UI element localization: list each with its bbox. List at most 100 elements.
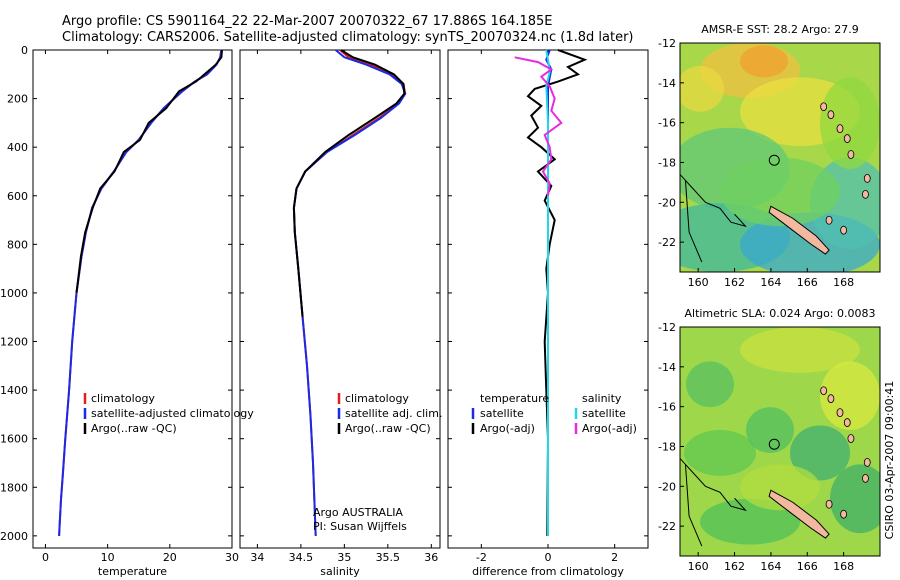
- island-shape: [768, 205, 830, 255]
- map-panel-1: 160 162 164 166 168 -12 -14 -16 -18 -20 -22 AMSR-E …: [658, 23, 881, 289]
- small-island: [843, 418, 851, 427]
- x-tick-label: 168: [833, 276, 854, 289]
- small-island: [862, 473, 869, 483]
- map-frame: [679, 42, 881, 273]
- y-tick-label: -16: [658, 401, 676, 414]
- small-island: [820, 386, 828, 396]
- small-island: [843, 134, 851, 143]
- x-tick-label: 162: [724, 560, 745, 573]
- argo-position-marker: [768, 154, 780, 166]
- small-island: [847, 434, 855, 443]
- legend-item: Argo(-adj): [480, 422, 535, 435]
- series-line-3: [292, 49, 406, 318]
- y-tick-label: 800: [7, 238, 28, 251]
- x-tick-label: 168: [833, 560, 854, 573]
- series-line-1: [292, 49, 407, 536]
- x-tick-label: 34: [250, 551, 264, 564]
- map-field: [680, 327, 880, 556]
- small-island: [827, 110, 835, 120]
- depth-contour: [684, 180, 703, 263]
- annotation-pi: PI: Susan Wijffels: [313, 520, 407, 533]
- x-tick-label: 164: [760, 560, 781, 573]
- y-tick-label: -12: [658, 321, 676, 334]
- figure-title-line2: Climatology: CARS2006. Satellite-adjuste…: [62, 30, 634, 45]
- depth-contour: [684, 464, 703, 547]
- map-panel-2: 160 162 164 166 168 -12 -14 -16 -18 -20 -22 Altimet…: [658, 307, 881, 573]
- legend-item: satellite adj. clim.: [345, 407, 442, 420]
- x-tick-label: 164: [760, 276, 781, 289]
- y-tick-label: 1200: [0, 336, 28, 349]
- small-island: [863, 174, 871, 183]
- color-patch: [700, 498, 800, 545]
- y-tick-label: 1800: [0, 481, 28, 494]
- small-island: [820, 102, 828, 112]
- y-tick-label: 1600: [0, 433, 28, 446]
- small-island: [840, 225, 848, 235]
- color-patch: [740, 464, 820, 511]
- x-tick-label: 10: [101, 551, 115, 564]
- y-tick-label: -16: [658, 117, 676, 130]
- depth-contour: [680, 174, 747, 228]
- y-tick-label: 1000: [0, 287, 28, 300]
- y-tick-label: -20: [658, 480, 676, 493]
- small-island: [825, 499, 833, 509]
- color-patch: [820, 77, 880, 169]
- y-tick-label: 2000: [0, 530, 28, 543]
- map-title: AMSR-E SST: 28.2 Argo: 27.9: [701, 23, 859, 36]
- x-tick-label: 162: [724, 276, 745, 289]
- series-line-2: [292, 49, 407, 536]
- color-patch: [686, 361, 734, 408]
- legend-item: climatology: [345, 392, 409, 405]
- color-patch: [790, 425, 850, 481]
- y-tick-label: 0: [21, 44, 28, 57]
- x-tick-label: -2: [476, 551, 487, 564]
- side-timestamp-label: CSIRO 03-Apr-2007 09:00:41: [883, 381, 896, 540]
- x-tick-label: 160: [688, 560, 709, 573]
- x-tick-label: 160: [688, 276, 709, 289]
- annotation-argo-australia: Argo AUSTRALIA: [313, 506, 403, 519]
- legend-panel-2: climatology satellite adj. clim. Argo(..ra…: [337, 392, 442, 435]
- legend-item: Argo(..raw -QC): [91, 422, 177, 435]
- color-patch: [740, 327, 860, 373]
- legend-item: satellite: [480, 407, 524, 420]
- x-tick-label: 20: [163, 551, 177, 564]
- legend-item: Argo(..raw -QC): [345, 422, 431, 435]
- small-island: [825, 215, 833, 225]
- small-island: [836, 124, 844, 134]
- depth-contour: [680, 458, 747, 512]
- island-shape: [768, 489, 830, 539]
- x-tick-label: 0: [42, 551, 49, 564]
- profile-panel-1: 0 10 20 30 0 200 400 600 800 1000 1200 1400 1600 1800…: [0, 44, 239, 578]
- small-island: [840, 509, 848, 519]
- map-field: [680, 43, 880, 272]
- y-tick-label: -20: [658, 196, 676, 209]
- color-patch: [680, 65, 724, 112]
- series-line-3: [75, 49, 223, 294]
- profile-panel-2: 34 34.5 35 35.5 36 salinity: [239, 49, 441, 578]
- y-tick-label: 600: [7, 190, 28, 203]
- y-tick-label: -18: [658, 440, 676, 453]
- small-island: [862, 189, 869, 199]
- legend-panel-1: climatology satellite-adjusted climatolog…: [83, 392, 254, 435]
- plot-frame: [32, 49, 233, 549]
- small-island: [863, 458, 871, 467]
- small-island: [847, 150, 855, 159]
- y-tick-label: 1400: [0, 384, 28, 397]
- x-tick-label: 34.5: [289, 551, 314, 564]
- series-line-3: [545, 49, 551, 536]
- color-patch: [684, 430, 756, 476]
- small-island: [836, 408, 844, 418]
- series-line-1: [58, 49, 223, 536]
- x-axis-label: salinity: [320, 565, 360, 578]
- legend-item: Argo(-adj): [582, 422, 637, 435]
- y-tick-label: -22: [658, 236, 676, 249]
- x-tick-label: 36: [424, 551, 438, 564]
- y-tick-label: -22: [658, 520, 676, 533]
- x-tick-label: 166: [797, 276, 818, 289]
- series-line-2: [526, 49, 588, 536]
- small-island: [827, 394, 835, 404]
- legend-item: satellite-adjusted climatology: [91, 407, 254, 420]
- color-patch: [740, 45, 788, 78]
